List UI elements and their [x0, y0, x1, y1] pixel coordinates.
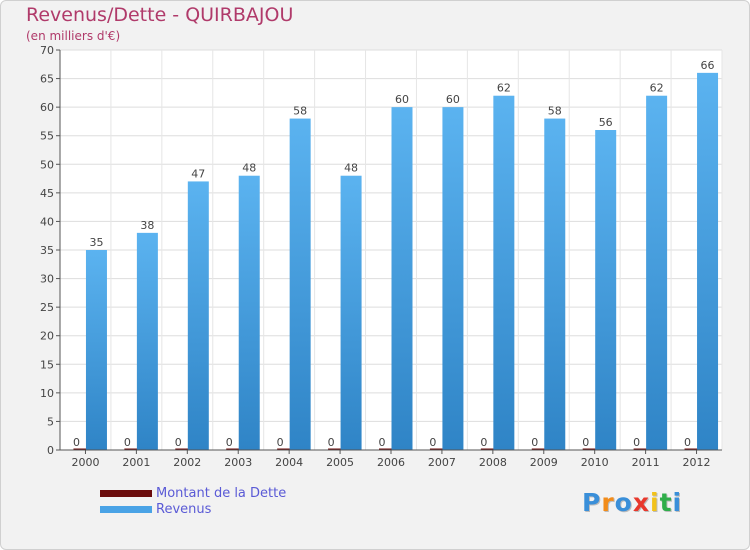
bar-revenus-2007 [442, 107, 464, 451]
bar-revenus-2004 [289, 118, 311, 451]
data-label-dette-2001: 0 [124, 436, 131, 449]
y-tick-label-15: 15 [40, 358, 54, 371]
data-label-dette-2000: 0 [73, 436, 80, 449]
bar-revenus-2001 [136, 232, 158, 450]
y-tick-label-60: 60 [40, 101, 54, 114]
y-tick-label-25: 25 [40, 301, 54, 314]
data-label-dette-2002: 0 [175, 436, 182, 449]
bar-dette-2007 [429, 448, 450, 450]
data-label-dette-2007: 0 [429, 436, 436, 449]
bar-dette-2008 [480, 448, 501, 450]
logo-letter: P [582, 488, 602, 517]
bar-dette-2003 [226, 448, 247, 450]
data-label-revenus-2003: 48 [242, 162, 256, 175]
x-tick-label-2004: 2004 [275, 456, 303, 469]
logo-letter: o [614, 488, 633, 517]
bar-dette-2002 [175, 448, 196, 450]
chart-subtitle: (en milliers d'€) [26, 29, 121, 43]
bar-dette-2010 [582, 448, 603, 450]
y-tick-label-20: 20 [40, 330, 54, 343]
logo-letter: i [672, 488, 683, 517]
legend-label-dette: Montant de la Dette [156, 486, 287, 501]
x-tick-label-2005: 2005 [326, 456, 354, 469]
x-tick-label-2010: 2010 [581, 456, 609, 469]
y-tick-label-45: 45 [40, 187, 54, 200]
y-tick-label-70: 70 [40, 44, 54, 57]
bar-revenus-2010 [595, 130, 617, 450]
legend-swatch-revenus [100, 506, 152, 513]
data-label-revenus-2011: 62 [650, 82, 664, 95]
data-label-dette-2006: 0 [379, 436, 386, 449]
bar-dette-2000 [73, 448, 94, 450]
x-tick-label-2006: 2006 [377, 456, 405, 469]
bar-revenus-2008 [493, 95, 515, 450]
data-label-revenus-2006: 60 [395, 93, 409, 106]
legend-swatch-dette [100, 490, 152, 497]
data-label-dette-2012: 0 [684, 436, 691, 449]
data-label-revenus-2012: 66 [701, 59, 715, 72]
data-label-revenus-2007: 60 [446, 93, 460, 106]
y-tick-label-5: 5 [47, 415, 54, 428]
proxiti-logo: Proxiti [582, 488, 682, 517]
logo-letter: i [650, 488, 660, 517]
logo-letter: x [632, 488, 650, 517]
data-label-dette-2009: 0 [531, 436, 538, 449]
y-tick-label-40: 40 [40, 215, 54, 228]
y-tick-label-50: 50 [40, 158, 54, 171]
bar-dette-2005 [328, 448, 349, 450]
bar-revenus-2011 [646, 95, 668, 450]
logo-letter: r [601, 488, 615, 517]
legend-label-revenus: Revenus [156, 502, 212, 517]
bar-dette-2006 [379, 448, 399, 450]
x-tick-label-2009: 2009 [530, 456, 558, 469]
bar-revenus-2002 [187, 181, 209, 450]
bar-dette-2011 [633, 448, 654, 450]
bar-revenus-2005 [340, 175, 362, 450]
data-label-revenus-2002: 47 [191, 167, 205, 180]
data-label-revenus-2004: 58 [293, 105, 307, 118]
bar-revenus-2000 [85, 250, 107, 450]
data-label-dette-2004: 0 [277, 436, 284, 449]
chart-title: Revenus/Dette - QUIRBAJOU [26, 4, 294, 26]
bar-dette-2001 [124, 448, 145, 450]
data-label-dette-2003: 0 [226, 436, 233, 449]
y-tick-label-10: 10 [40, 387, 54, 400]
x-tick-label-2008: 2008 [479, 456, 507, 469]
x-tick-label-2011: 2011 [632, 456, 660, 469]
data-label-dette-2008: 0 [480, 436, 487, 449]
bar-revenus-2006 [391, 107, 413, 451]
data-label-revenus-2000: 35 [89, 236, 103, 249]
bar-revenus-2012 [697, 72, 719, 450]
data-label-revenus-2001: 38 [140, 219, 154, 232]
y-tick-label-0: 0 [47, 444, 54, 457]
data-label-dette-2010: 0 [582, 436, 589, 449]
bar-dette-2004 [277, 448, 298, 450]
logo-letter: t [659, 488, 673, 517]
data-label-dette-2005: 0 [328, 436, 335, 449]
data-label-revenus-2010: 56 [599, 116, 613, 129]
x-tick-label-2002: 2002 [173, 456, 201, 469]
bar-revenus-2009 [544, 118, 566, 451]
x-tick-label-2003: 2003 [224, 456, 252, 469]
x-tick-label-2000: 2000 [71, 456, 99, 469]
y-tick-label-30: 30 [40, 273, 54, 286]
x-tick-label-2007: 2007 [428, 456, 456, 469]
y-tick-label-55: 55 [40, 130, 54, 143]
bar-dette-2009 [531, 448, 552, 450]
y-tick-label-65: 65 [40, 73, 54, 86]
data-label-revenus-2008: 62 [497, 82, 511, 95]
x-tick-label-2001: 2001 [122, 456, 150, 469]
data-label-revenus-2009: 58 [548, 105, 562, 118]
x-tick-label-2012: 2012 [683, 456, 711, 469]
bar-dette-2012 [684, 448, 705, 450]
data-label-dette-2011: 0 [633, 436, 640, 449]
bar-revenus-2003 [238, 175, 260, 450]
y-tick-label-35: 35 [40, 244, 54, 257]
data-label-revenus-2005: 48 [344, 162, 358, 175]
